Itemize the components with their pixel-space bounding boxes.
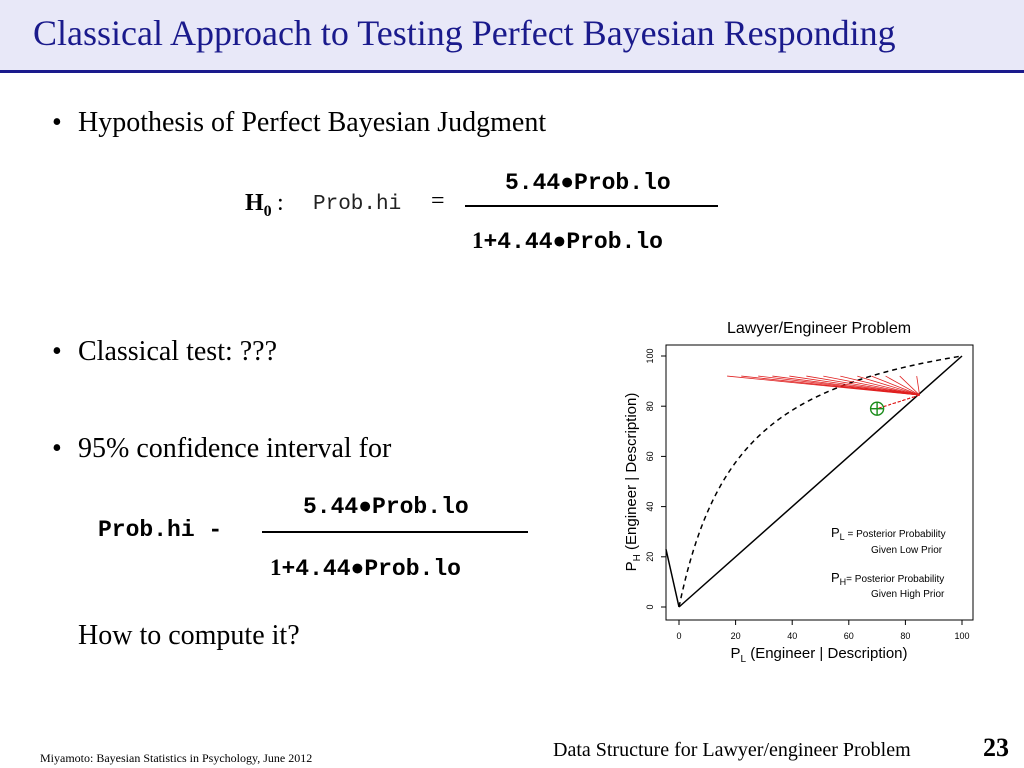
fan-line-solid (916, 376, 920, 396)
y-tick-label: 0 (645, 604, 655, 609)
fan-line-solid (789, 375, 920, 396)
identity-line-tail (665, 549, 680, 608)
eq2-numerator: 5.44●Prob.lo (303, 494, 469, 520)
footer-citation: Miyamoto: Bayesian Statistics in Psychol… (40, 751, 313, 765)
eq1-fraction-line (465, 205, 718, 207)
eq2-denominator: 1+4.44●Prob.lo (270, 555, 461, 582)
bullet-classical-test: • Classical test: ??? (52, 336, 277, 368)
title-rule (0, 70, 1024, 73)
legend-high-prior-line2: Given High Prior (871, 589, 945, 600)
bullet-dot: • (52, 107, 62, 138)
plot-frame (665, 344, 974, 621)
y-tick-label: 20 (645, 552, 655, 562)
eq1-numerator: 5.44●Prob.lo (505, 170, 671, 196)
x-tick-label: 0 (676, 631, 681, 641)
x-tick-label: 60 (844, 631, 854, 641)
eq1-lhs: Prob.hi (313, 193, 402, 216)
bullet-text: Hypothesis of Perfect Bayesian Judgment (78, 107, 547, 138)
legend-low-prior-line2: Given Low Prior (871, 545, 943, 556)
fan-line-solid (857, 375, 920, 396)
bullet-dot: • (52, 433, 62, 464)
eq1-equals: = (431, 188, 445, 214)
question-text: How to compute it? (78, 620, 300, 651)
identity-line (678, 355, 963, 608)
lawyer-engineer-chart: Lawyer/Engineer Problem 0 20 40 60 80 100 0 20 4… (623, 320, 974, 665)
fan-line-solid (871, 375, 920, 396)
eq1-denominator: 1+4.44●Prob.lo (472, 228, 663, 255)
chart-marks: 0 20 40 60 80 100 0 20 40 60 80 100 (645, 348, 970, 641)
x-tick-label: 20 (731, 631, 741, 641)
bullet-text: Classical test: ??? (78, 336, 278, 367)
fan-line-solid (899, 375, 920, 396)
footer-slide-subject: Data Structure for Lawyer/engineer Probl… (553, 739, 911, 761)
eq1-colon: : (277, 190, 284, 216)
legend-low-prior: PL = Posterior Probability (831, 525, 946, 542)
fan-line-solid (840, 375, 920, 396)
fan-line-solid (885, 375, 920, 396)
eq2-fraction-line (262, 531, 528, 533)
x-axis-label: PL (Engineer | Description) (730, 645, 907, 665)
y-tick-label: 60 (645, 451, 655, 461)
y-tick-label: 100 (645, 348, 655, 363)
title-band: Classical Approach to Testing Perfect Ba… (0, 0, 1024, 70)
x-tick-label: 40 (787, 631, 797, 641)
bullet-confidence-interval: • 95% confidence interval for (52, 433, 391, 465)
x-tick-label: 80 (900, 631, 910, 641)
bayesian-dashed-curve (678, 355, 963, 608)
fan-line-solid (823, 375, 920, 396)
bullet-dot: • (52, 336, 62, 367)
x-tick-label: 100 (954, 631, 969, 641)
y-tick-label: 40 (645, 502, 655, 512)
bullet-text: 95% confidence interval for (78, 433, 392, 464)
fan-line-solid (806, 375, 920, 396)
page-number: 23 (983, 733, 1009, 762)
fan-line-dashed (876, 394, 920, 410)
fan-line-solid (772, 375, 920, 396)
y-axis-label: PH (Engineer | Description) (623, 393, 643, 572)
slide-title: Classical Approach to Testing Perfect Ba… (33, 13, 896, 53)
eq1-h0: H0 (245, 190, 272, 220)
eq2-lhs: Prob.hi - (98, 517, 223, 543)
y-tick-label: 80 (645, 401, 655, 411)
bullet-hypothesis: • Hypothesis of Perfect Bayesian Judgment (52, 107, 546, 139)
chart-title: Lawyer/Engineer Problem (727, 320, 911, 337)
legend-high-prior: PH= Posterior Probability (831, 570, 944, 587)
